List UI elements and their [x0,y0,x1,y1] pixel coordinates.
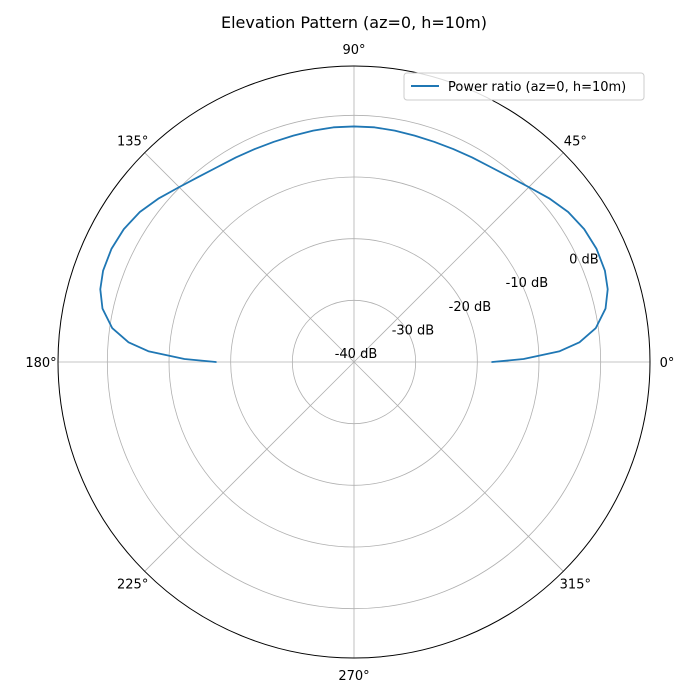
theta-grid-line [353,361,564,572]
theta-tick-label: 135° [117,135,148,150]
series-layer [99,125,609,363]
theta-tick-label: 180° [25,356,56,371]
theta-tick-label: 90° [342,43,365,58]
r-tick-label: -40 dB [335,347,378,362]
r-tick-label: -30 dB [392,323,435,338]
series-line [99,125,609,363]
grid-layer [57,65,651,659]
theta-tick-label: 45° [564,135,587,150]
chart-title: Elevation Pattern (az=0, h=10m) [221,13,487,32]
r-tick-label: -10 dB [506,276,549,291]
r-tick-label: 0 dB [569,253,599,268]
theta-tick-label: 0° [660,356,675,371]
theta-tick-label: 315° [560,577,591,592]
legend-label: Power ratio (az=0, h=10m) [448,80,626,95]
theta-grid-line [353,152,564,363]
tick-layer: 0° 45° 90° 135° 180° 225° 270° 315° -40 dB -30 dB… [25,43,674,684]
theta-tick-label: 270° [338,669,369,684]
legend: Power ratio (az=0, h=10m) [403,72,645,101]
legend-box [403,72,645,101]
r-tick-label: -20 dB [449,300,492,315]
polar-frame [57,65,651,659]
theta-tick-label: 225° [117,577,148,592]
theta-grid-line [144,152,355,363]
theta-grid-line [144,361,355,572]
